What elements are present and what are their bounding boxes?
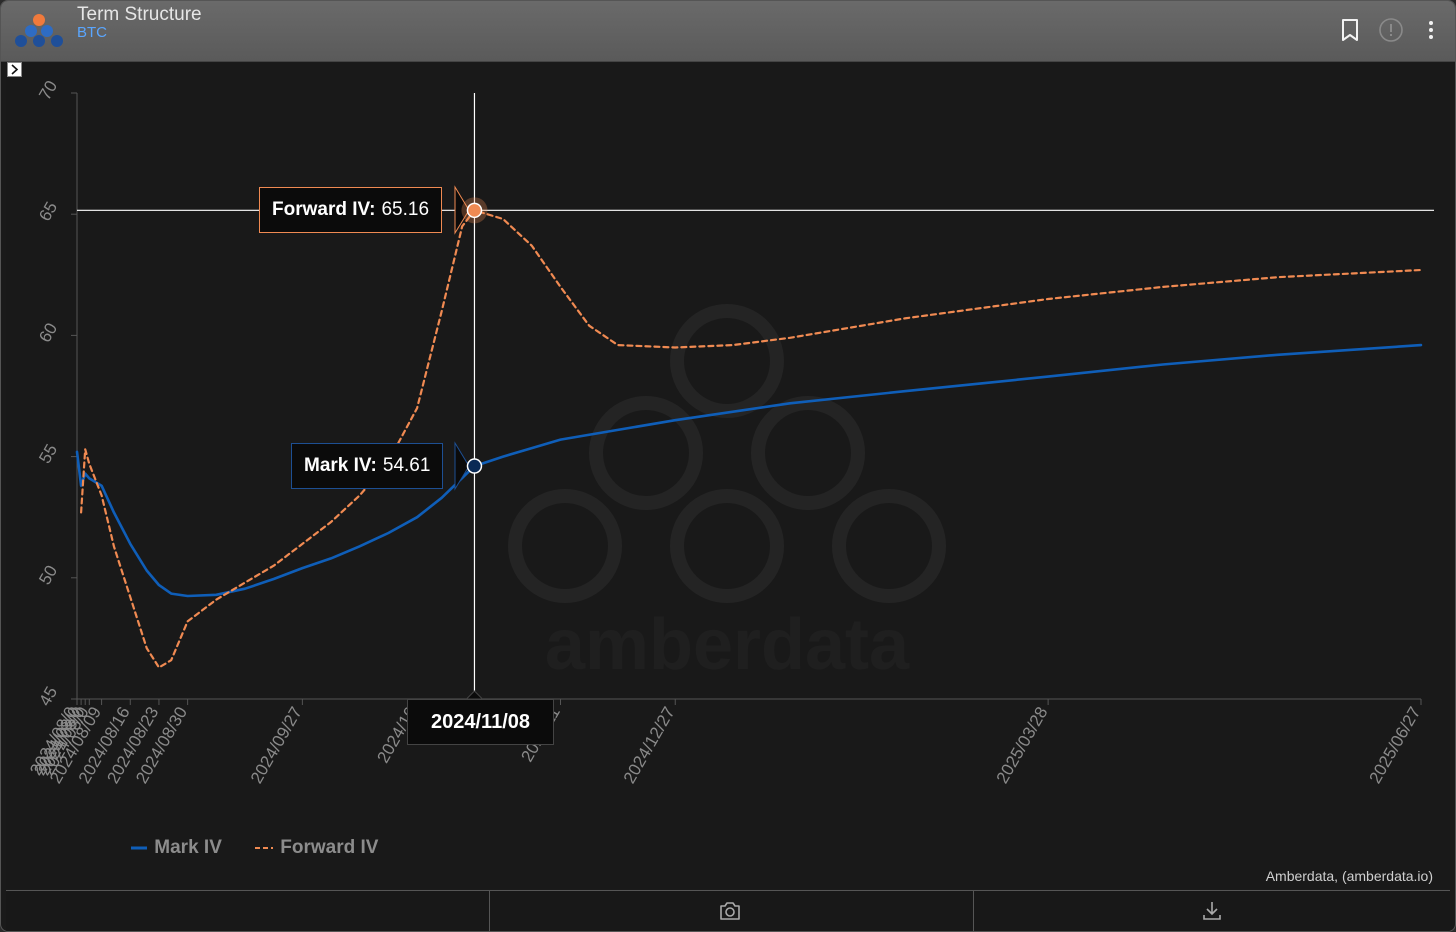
y-tick-label: 55 — [35, 441, 61, 467]
mark-iv-line — [75, 343, 1423, 598]
date-label-pointer — [465, 690, 484, 700]
chart-area — [6, 63, 1450, 889]
watermark-text: amberdata — [545, 605, 910, 685]
y-tick-label: 70 — [35, 77, 61, 103]
forward-iv-legend-swatch — [255, 846, 273, 849]
forward-iv-tooltip-label: Forward IV: — [272, 199, 376, 220]
amberdata-logo-icon — [15, 14, 63, 47]
mark-iv-tooltip-value: 54.61 — [382, 455, 431, 476]
mark-iv-tooltip-label: Mark IV: — [304, 455, 377, 476]
title-bar: Term Structure BTC — [1, 1, 1455, 62]
footer-cell-left — [6, 891, 490, 931]
forward-iv-hover-point — [466, 202, 483, 219]
x-tick-label: 2024/09/27 — [247, 704, 306, 787]
mark-iv-legend-swatch — [131, 846, 147, 850]
collapse-sidebar-button[interactable] — [7, 62, 22, 77]
forward-iv-tooltip: Forward IV: 65.16 — [259, 187, 443, 233]
forward-iv-tooltip-value: 65.16 — [381, 199, 430, 220]
mark-iv-hover-point — [466, 458, 483, 474]
x-tick-label: 2025/03/28 — [993, 704, 1052, 787]
asset-subtitle: BTC — [77, 24, 107, 41]
attribution-text: Amberdata, (amberdata.io) — [1265, 868, 1433, 884]
forward-iv-line — [79, 209, 1423, 669]
y-tick-label: 50 — [35, 562, 61, 588]
forward-iv-tooltip-pointer — [454, 185, 470, 235]
footer-toolbar — [6, 890, 1450, 931]
footer-cell-download — [974, 891, 1449, 931]
legend-item-forward-iv[interactable]: Forward IV — [253, 837, 378, 859]
amberdata-watermark: amberdata — [508, 304, 946, 685]
y-tick-label: 45 — [35, 683, 61, 709]
legend-label-mark-iv: Mark IV — [154, 837, 222, 858]
more-vertical-icon[interactable] — [1421, 17, 1441, 43]
chevron-right-icon — [11, 64, 19, 75]
mark-iv-tooltip: Mark IV: 54.61 — [291, 443, 444, 489]
camera-icon[interactable] — [718, 899, 742, 923]
footer-cell-camera — [490, 891, 974, 931]
y-tick-label: 60 — [35, 320, 61, 346]
x-tick-label: 2024/12/27 — [620, 704, 679, 787]
info-icon[interactable] — [1378, 17, 1404, 43]
crosshair-date-label: 2024/11/08 — [407, 699, 554, 745]
window-title: Term Structure — [77, 4, 202, 25]
y-tick-label: 65 — [35, 199, 61, 225]
legend-item-mark-iv[interactable]: Mark IV — [129, 837, 222, 859]
x-tick-label: 2025/06/27 — [1365, 704, 1424, 787]
bookmark-icon[interactable] — [1338, 17, 1362, 43]
mark-iv-tooltip-pointer — [454, 441, 470, 491]
legend-label-forward-iv: Forward IV — [280, 837, 379, 858]
download-icon[interactable] — [1200, 899, 1224, 923]
